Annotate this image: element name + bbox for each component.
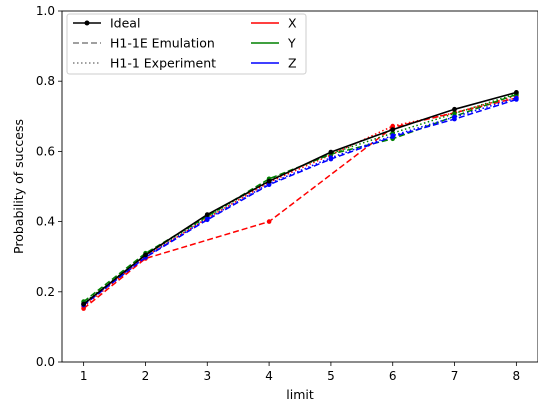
data-point — [328, 149, 334, 155]
data-point — [390, 123, 396, 129]
legend: Ideal H1-1E Emulation H1-1 Experiment XYZ — [66, 13, 307, 75]
y-tick-label: 1.0 — [36, 4, 55, 18]
x-tick-label: 3 — [203, 369, 211, 383]
data-point — [81, 301, 86, 307]
data-point — [390, 133, 396, 138]
y-tick-label: 0.0 — [36, 355, 55, 369]
data-point — [204, 212, 210, 218]
data-point — [514, 95, 519, 101]
plot-frame — [61, 10, 538, 363]
data-point — [390, 127, 396, 132]
axis-ticks: 1 2 3 4 5 6 7 8 0.0 0.2 0.4 0.6 0.8 1.0 — [36, 4, 520, 383]
y-tick-label: 0.4 — [36, 215, 55, 229]
series-line-z-dashed — [83, 98, 517, 306]
series-layer — [81, 90, 519, 311]
legend-label: X — [288, 16, 297, 31]
x-axis-label: limit — [286, 387, 314, 402]
x-tick-label: 1 — [80, 369, 88, 383]
data-point — [514, 90, 519, 95]
legend-label: Z — [288, 56, 297, 71]
data-point — [266, 219, 272, 224]
legend-box — [66, 13, 307, 75]
legend-label: Y — [287, 36, 296, 51]
y-tick-label: 0.8 — [36, 74, 55, 88]
y-tick-label: 0.6 — [36, 144, 55, 158]
data-point — [452, 111, 457, 116]
y-axis-label: Probability of success — [11, 119, 26, 254]
x-tick-label: 8 — [513, 369, 521, 383]
legend-label: H1-1 Experiment — [110, 56, 216, 71]
series-line-ideal — [83, 91, 517, 305]
legend-marker — [84, 20, 90, 26]
legend-label: H1-1E Emulation — [110, 36, 215, 51]
data-point — [143, 252, 148, 258]
x-tick-label: 4 — [265, 369, 273, 383]
data-point — [452, 106, 457, 112]
x-tick-label: 5 — [327, 369, 335, 383]
data-point — [452, 114, 457, 120]
series-line-x-dotted — [83, 95, 517, 308]
data-point — [328, 155, 334, 160]
x-tick-label: 2 — [142, 369, 150, 383]
data-point — [205, 216, 210, 222]
x-tick-label: 6 — [389, 369, 397, 383]
data-point — [266, 178, 272, 184]
y-tick-label: 0.2 — [36, 285, 55, 299]
x-tick-label: 7 — [451, 369, 459, 383]
legend-label: Ideal — [110, 16, 140, 31]
